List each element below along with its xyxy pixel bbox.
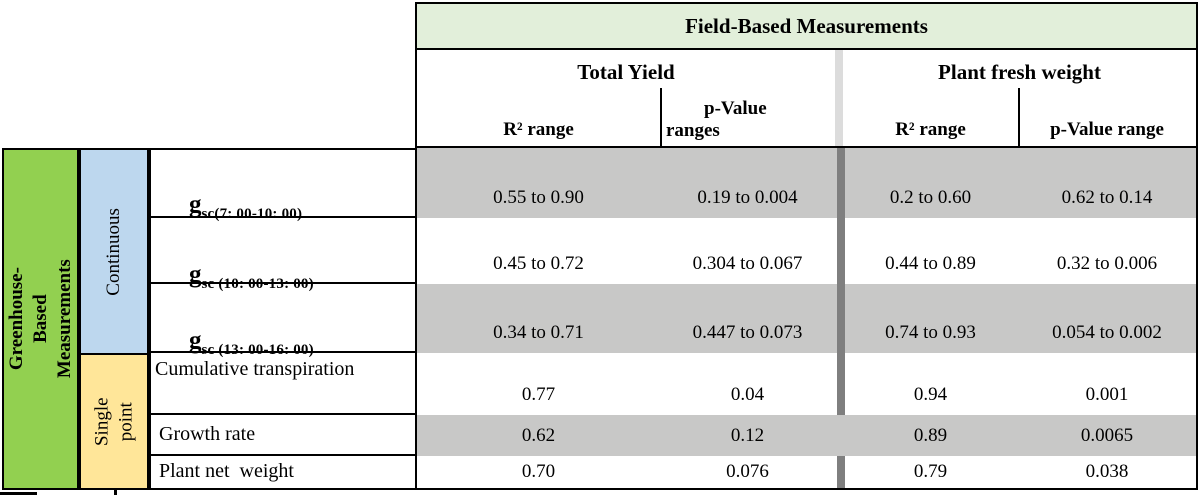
cropped-border-tick-vertical <box>114 490 117 495</box>
table-row: 0.77 0.04 0.94 0.001 <box>417 353 1196 415</box>
value-cell: 0.77 <box>521 384 556 405</box>
row-label-growth-rate: Growth rate <box>151 415 415 456</box>
group-header-total-yield: Total Yield <box>577 60 675 84</box>
field-based-measurements-banner: Field-Based Measurements <box>415 2 1198 50</box>
value-cell: 0.62 to 0.14 <box>1061 187 1153 208</box>
header-divider-line-right <box>1018 88 1020 146</box>
value-cell: 0.74 to 0.93 <box>885 322 976 343</box>
value-cell: 0.04 <box>730 384 765 405</box>
value-cell: 0.70 <box>521 461 556 482</box>
col-header-pvalue-ranges-yield: p-Value ranges <box>666 98 826 142</box>
row-label-gsc-10-13: gsc (10: 00-13: 00) <box>151 218 415 292</box>
data-grid: 0.55 to 0.90 0.19 to 0.004 0.2 to 0.60 0… <box>415 148 1198 490</box>
group-header-plant-fresh-weight: Plant fresh weight <box>938 60 1101 84</box>
value-cell: 0.076 <box>726 461 769 482</box>
value-cell: 0.34 to 0.71 <box>493 322 584 343</box>
pvalue-line1: p-Value <box>704 98 767 119</box>
value-cell: 0.79 <box>913 461 948 482</box>
value-cell: 0.32 to 0.006 <box>1056 253 1158 274</box>
table-row: 0.55 to 0.90 0.19 to 0.004 0.2 to 0.60 0… <box>417 148 1196 218</box>
pvalue-line2: ranges <box>666 120 720 141</box>
table-row: 0.62 0.12 0.89 0.0065 <box>417 415 1196 456</box>
single-point-section-header: Single point <box>79 353 149 490</box>
value-cell: 0.89 <box>913 424 948 446</box>
row-label-cumulative-transpiration: Cumulative transpiration <box>151 353 415 415</box>
group-divider-bar-upper <box>837 148 845 415</box>
value-cell: 0.94 <box>913 384 948 405</box>
banner-title: Field-Based Measurements <box>685 13 928 38</box>
col-header-r2-range-yield: R² range <box>503 119 574 140</box>
value-cell: 0.62 <box>521 424 556 446</box>
value-cell: 0.19 to 0.004 <box>697 187 798 208</box>
col-header-r2-range-fresh: R² range <box>895 119 966 140</box>
table-row: 0.45 to 0.72 0.304 to 0.067 0.44 to 0.89… <box>417 218 1196 284</box>
value-cell: 0.0065 <box>1080 424 1134 446</box>
row-label-gsc-13-16: gsc (13: 00-16: 00) <box>151 284 415 358</box>
column-headers: Total Yield Plant fresh weight R² range … <box>415 50 1198 148</box>
group-divider-bar-lower <box>837 456 845 488</box>
table-row: 0.70 0.076 0.79 0.038 <box>417 456 1196 488</box>
row-label-column: gsc(7: 00-10: 00) gsc (10: 00-13: 00) gs… <box>149 148 415 490</box>
greenhouse-label: Greenhouse-Based Measurements <box>5 259 75 379</box>
greenhouse-based-measurements-header: Greenhouse-Based Measurements <box>2 148 79 490</box>
row-label-gsc-7-10: gsc(7: 00-10: 00) <box>151 150 415 222</box>
col-header-pvalue-range-fresh: p-Value range <box>1050 119 1164 140</box>
value-cell: 0.45 to 0.72 <box>493 253 584 274</box>
single-point-label: Single point <box>91 397 136 446</box>
table-row: 0.34 to 0.71 0.447 to 0.073 0.74 to 0.93… <box>417 284 1196 353</box>
value-cell: 0.001 <box>1085 384 1129 405</box>
value-cell: 0.038 <box>1085 461 1129 482</box>
header-group-divider-band <box>835 50 843 146</box>
continuous-label: Continuous <box>103 207 125 296</box>
value-cell: 0.2 to 0.60 <box>889 187 972 208</box>
value-cell: 0.304 to 0.067 <box>692 253 803 274</box>
value-cell: 0.44 to 0.89 <box>885 253 976 274</box>
continuous-section-header: Continuous <box>79 148 149 353</box>
row-label-plant-net-weight: Plant net weight <box>159 459 294 482</box>
value-cell: 0.12 <box>730 424 765 446</box>
value-cell: 0.447 to 0.073 <box>692 322 803 343</box>
cropped-border-tick-horizontal <box>0 492 37 495</box>
value-cell: 0.55 to 0.90 <box>493 187 584 208</box>
header-divider-line-left <box>660 88 662 146</box>
value-cell: 0.054 to 0.002 <box>1052 322 1162 343</box>
